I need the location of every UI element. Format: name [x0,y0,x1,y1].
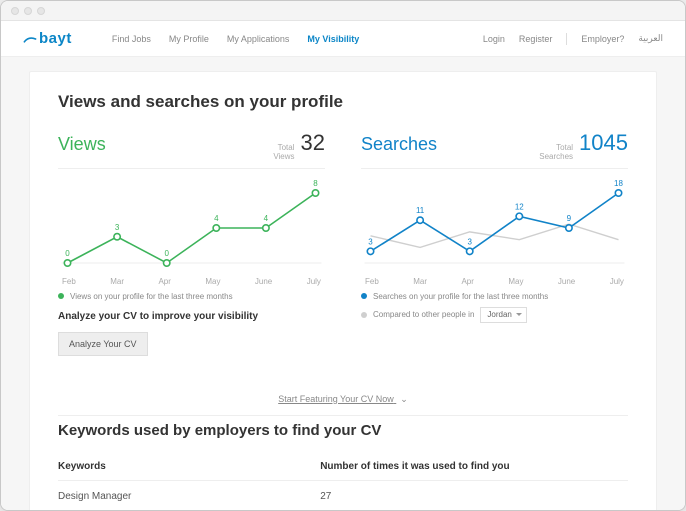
feature-cv-text: Start Featuring Your CV Now [278,394,394,404]
traffic-light-max[interactable] [37,7,45,15]
nav-separator [566,33,567,45]
login-link[interactable]: Login [483,34,505,44]
svg-text:4: 4 [264,214,269,223]
analyze-cv-button[interactable]: Analyze Your CV [58,332,148,356]
svg-text:0: 0 [65,249,70,258]
main-nav: Find Jobs My Profile My Applications My Vis… [112,34,359,44]
views-legend: Views on your profile for the last three… [58,292,325,301]
top-navigation: bayt Find Jobs My Profile My Applications M… [1,21,685,57]
svg-text:0: 0 [164,249,169,258]
brand-name: bayt [39,30,72,47]
searches-legend-dot [361,293,367,299]
svg-text:4: 4 [214,214,219,223]
nav-find-jobs[interactable]: Find Jobs [112,34,151,44]
searches-title: Searches [361,134,437,155]
chevron-down-icon: ⌄ [400,394,408,405]
compare-country-select[interactable]: Jordan [480,307,527,323]
svg-text:3: 3 [115,222,120,231]
svg-text:12: 12 [515,202,524,211]
page-body: Views and searches on your profile Views… [1,57,685,510]
svg-text:3: 3 [368,237,373,246]
traffic-light-close[interactable] [11,7,19,15]
window-titlebar [1,1,685,21]
page-title: Views and searches on your profile [58,92,628,112]
charts-row: Views TotalViews 32 0 3 0 4 4 8 FebMarAprMayJ… [58,130,628,370]
register-link[interactable]: Register [519,34,553,44]
views-title: Views [58,134,106,155]
content-card: Views and searches on your profile Views… [29,71,657,510]
svg-text:3: 3 [467,237,472,246]
svg-text:9: 9 [567,214,572,223]
views-chart: 0 3 0 4 4 8 [58,175,325,275]
views-panel: Views TotalViews 32 0 3 0 4 4 8 FebMarAprMayJ… [58,130,325,370]
brand-logo[interactable]: bayt [23,30,72,47]
traffic-light-min[interactable] [24,7,32,15]
searches-total-value: 1045 [579,130,628,156]
svg-text:18: 18 [614,179,623,188]
logo-icon [23,32,37,46]
searches-panel: Searches TotalSearches 1045 3 11 3 12 9 18 Fe… [361,130,628,370]
analyze-title: Analyze your CV to improve your visibili… [58,311,325,322]
keywords-col-keywords: Keywords [58,453,320,481]
nav-my-visibility[interactable]: My Visibility [307,34,359,44]
searches-legend: Searches on your profile for the last th… [361,292,628,301]
svg-text:11: 11 [416,206,425,215]
searches-chart: 3 11 3 12 9 18 [361,175,628,275]
nav-my-applications[interactable]: My Applications [227,34,290,44]
views-total-label: TotalViews [273,144,294,162]
keywords-col-count: Number of times it was used to find you [320,453,628,481]
language-switch[interactable]: العربية [638,33,663,44]
browser-window: bayt Find Jobs My Profile My Applications M… [0,0,686,511]
compare-legend: Compared to other people in Jordan [361,307,628,323]
views-legend-text: Views on your profile for the last three… [70,292,233,301]
table-row: Design Manager27 [58,480,628,510]
views-legend-dot [58,293,64,299]
compare-legend-dot [361,312,367,318]
searches-legend-text: Searches on your profile for the last th… [373,292,548,301]
employer-link[interactable]: Employer? [581,34,624,44]
views-total-value: 32 [301,130,325,156]
keywords-table: Keywords Number of times it was used to … [58,453,628,510]
aux-nav: Login Register Employer? العربية [483,33,663,45]
svg-text:8: 8 [313,179,318,188]
compare-legend-text: Compared to other people in [373,310,474,319]
analyze-section: Analyze your CV to improve your visibili… [58,311,325,356]
nav-my-profile[interactable]: My Profile [169,34,209,44]
searches-total-label: TotalSearches [539,144,573,162]
views-x-axis: FebMarAprMayJuneJuly [58,277,325,286]
searches-x-axis: FebMarAprMayJuneJuly [361,277,628,286]
keywords-title: Keywords used by employers to find your … [58,422,628,439]
feature-cv-link[interactable]: Start Featuring Your CV Now ⌄ [58,380,628,416]
